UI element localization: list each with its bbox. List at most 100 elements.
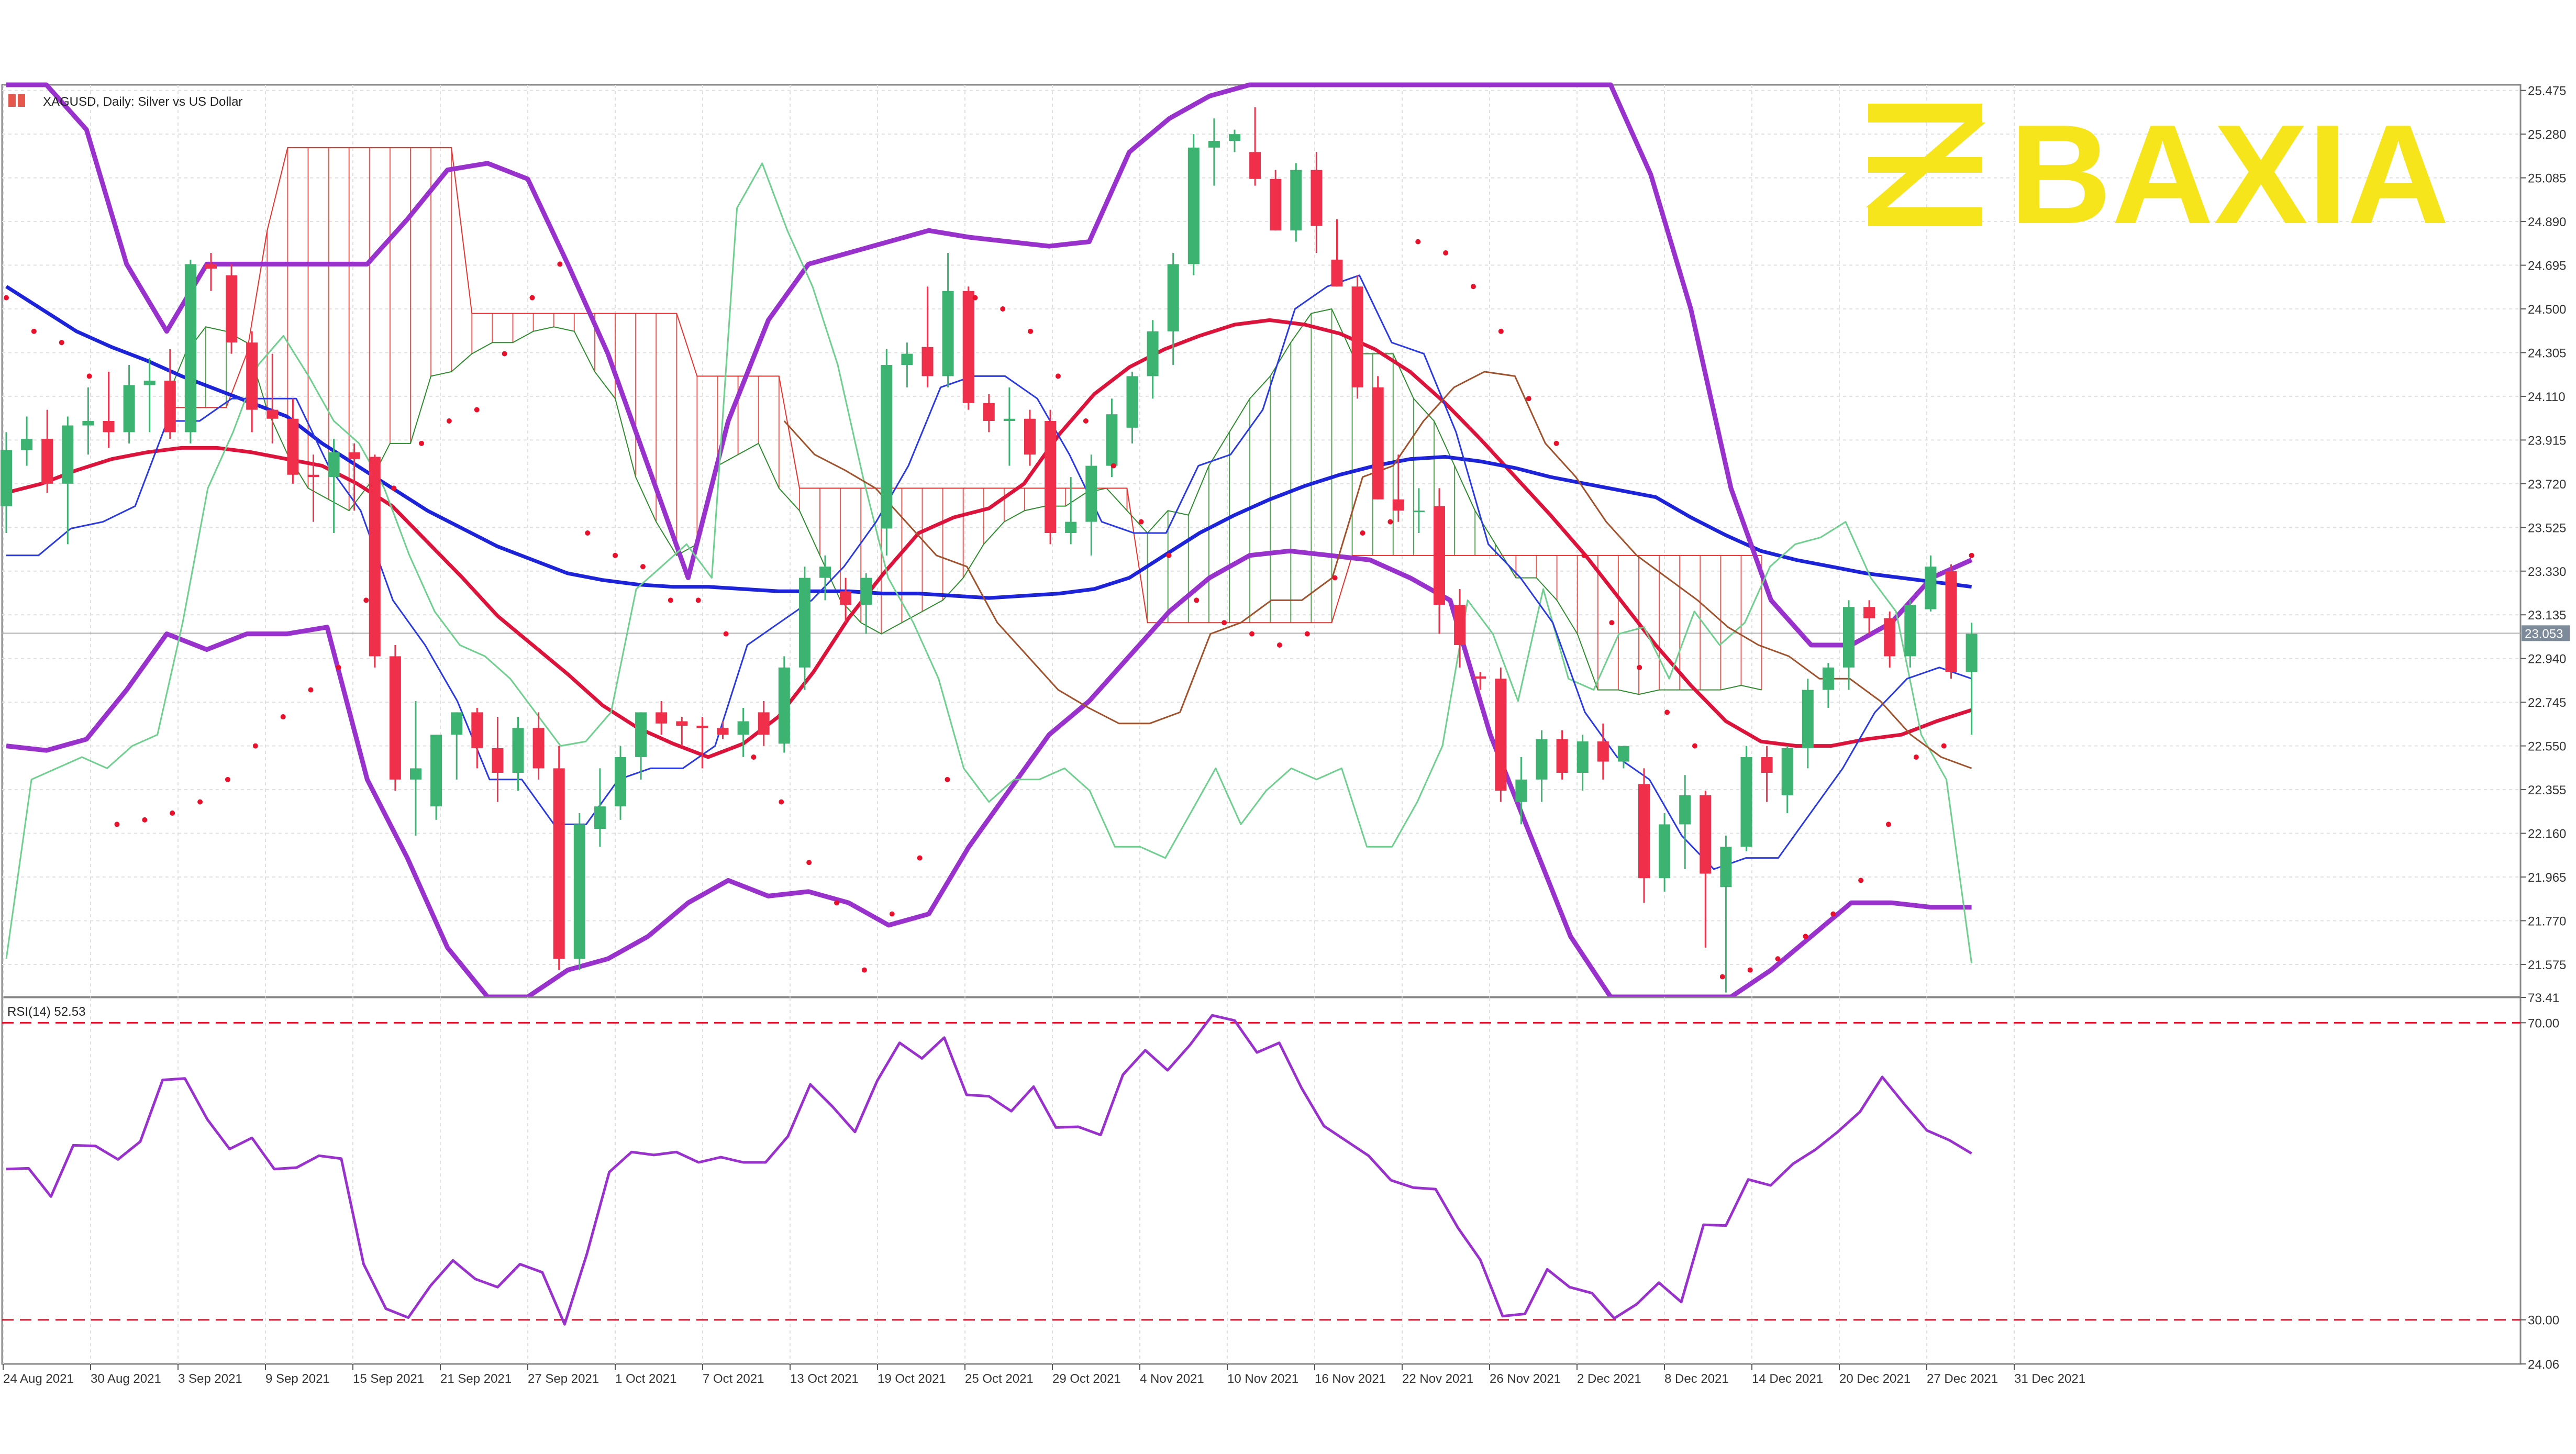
bear-candle (696, 726, 708, 728)
sar-dot (1055, 373, 1061, 379)
time-tick-label: 29 Oct 2021 (1052, 1372, 1121, 1386)
bull-candle (1679, 795, 1691, 825)
price-tick-label: 22.745 (2528, 696, 2566, 710)
sar-dot (142, 817, 148, 823)
time-tick-label: 3 Sep 2021 (178, 1372, 242, 1386)
current-price-label: 23.053 (2525, 627, 2563, 641)
sar-dot (1166, 552, 1172, 558)
bear-candle (103, 421, 115, 432)
bear-candle (656, 712, 668, 724)
price-tick-label: 22.160 (2528, 827, 2566, 841)
sar-dot (668, 597, 673, 603)
time-tick-label: 8 Dec 2021 (1664, 1372, 1729, 1386)
bull-candle (1085, 465, 1097, 522)
price-tick-label: 25.475 (2528, 84, 2566, 98)
sar-dot (170, 811, 175, 816)
bull-candle (1147, 331, 1159, 376)
bull-candle (1781, 748, 1793, 795)
bull-candle (881, 365, 893, 529)
senkou-span-b (164, 147, 1762, 624)
price-pane: 25.475 25.280 25.085 24.890 24.695 24.500 24.3… (1, 82, 2570, 1000)
chart-type-icon (8, 94, 25, 107)
time-tick-label: 15 Sep 2021 (353, 1372, 424, 1386)
sar-dot (114, 822, 120, 827)
senkou-span-a (164, 308, 1762, 695)
bull-candle (901, 353, 913, 365)
bull-candle (451, 712, 463, 735)
bear-candle (1372, 387, 1384, 500)
sar-dot (557, 261, 563, 267)
time-tick-label: 14 Dec 2021 (1752, 1372, 1823, 1386)
sar-dot (1553, 440, 1559, 446)
bear-candle (226, 275, 238, 343)
time-axis: 24 Aug 2021 30 Aug 2021 3 Sep 2021 9 Sep 20… (3, 1364, 2085, 1386)
bear-candle (492, 748, 504, 773)
sar-dot (1692, 743, 1697, 749)
symbol-title: XAGUSD, Daily: Silver vs US Dollar (43, 95, 242, 109)
price-tick-label: 23.330 (2528, 565, 2566, 579)
price-tick-label: 22.550 (2528, 740, 2566, 754)
sar-dot (1969, 552, 1974, 558)
sar-dot (806, 860, 812, 865)
sar-dot (529, 295, 535, 301)
time-tick-label: 27 Dec 2021 (1927, 1372, 1998, 1386)
sar-dot (225, 776, 230, 782)
sar-dot (1276, 642, 1282, 648)
price-tick-label: 24.500 (2528, 303, 2566, 317)
bull-candle (1515, 779, 1527, 802)
time-tick-label: 26 Nov 2021 (1490, 1372, 1561, 1386)
bull-candle (635, 712, 647, 758)
bull-candle (1290, 170, 1302, 231)
sar-dot (1360, 530, 1365, 536)
sar-dot (1747, 967, 1753, 973)
time-tick-label: 13 Oct 2021 (790, 1372, 859, 1386)
current-price-badge (2522, 625, 2570, 641)
bear-candle (921, 347, 934, 376)
bull-candle (1167, 264, 1179, 331)
bear-candle (1454, 604, 1466, 646)
sar-dot (4, 295, 9, 301)
bear-candle (1249, 152, 1261, 179)
rsi-tick-label: 30.00 (2528, 1314, 2559, 1328)
sar-dot (1941, 743, 1947, 749)
sar-dot (889, 911, 895, 917)
sar-dot (1581, 552, 1587, 558)
sar-dot (1111, 463, 1116, 469)
bull-candle (860, 578, 872, 605)
price-tick-label: 22.355 (2528, 783, 2566, 797)
bull-candle (1659, 824, 1671, 879)
bear-candle (246, 342, 258, 410)
rsi-pane-frame (1, 996, 2522, 1365)
bull-candle (942, 291, 954, 376)
price-tick-label: 21.965 (2528, 871, 2566, 885)
sar-dot (1885, 822, 1891, 827)
bull-candle (573, 824, 585, 959)
bear-candle (1351, 286, 1363, 387)
price-tick-label: 21.770 (2528, 914, 2566, 928)
bull-candle (1187, 147, 1200, 264)
rsi-grid (2, 997, 2521, 1364)
time-tick-label: 30 Aug 2021 (91, 1372, 161, 1386)
rsi-title: RSI(14) 52.53 (7, 1005, 85, 1019)
sar-dot (391, 485, 397, 491)
sar-dot (1719, 974, 1725, 980)
price-axis: 25.475 25.280 25.085 24.890 24.695 24.500 24.3… (2521, 84, 2570, 972)
bull-candle (328, 452, 340, 478)
sar-dot (861, 967, 867, 973)
time-tick-label: 21 Sep 2021 (440, 1372, 512, 1386)
sar-dot (1194, 597, 1200, 603)
time-tick-label: 24 Aug 2021 (3, 1372, 74, 1386)
logo-icon-diagonal (1866, 123, 1985, 207)
sar-dot (751, 754, 757, 760)
sar-dot (1913, 754, 1919, 760)
sar-dot (1775, 956, 1781, 962)
sar-dot (1332, 575, 1338, 581)
price-tick-label: 24.305 (2528, 346, 2566, 360)
bear-candle (1311, 170, 1323, 226)
sar-dot (972, 295, 978, 301)
sar-dot (1803, 934, 1808, 939)
price-tick-label: 22.940 (2528, 652, 2566, 667)
rsi-axis: 73.41 70.00 30.00 24.06 (2521, 991, 2559, 1372)
bull-candle (1208, 141, 1220, 148)
